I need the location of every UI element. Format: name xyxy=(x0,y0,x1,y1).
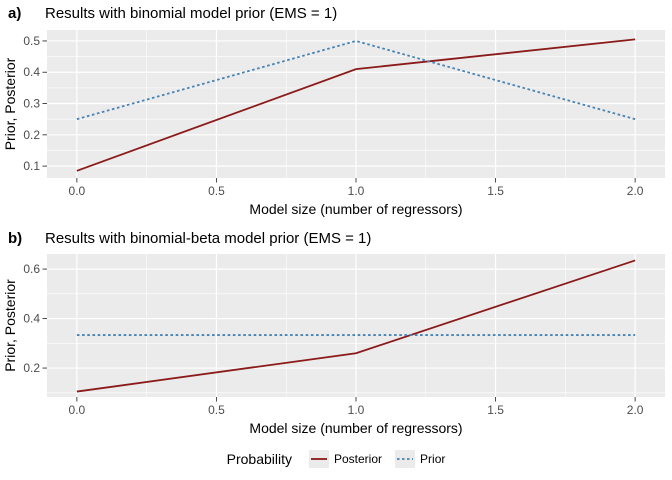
panel-b-tag: b) xyxy=(8,230,23,247)
panel-a-title-text: Results with binomial model prior (EMS =… xyxy=(45,5,338,22)
posterior-line xyxy=(76,38,636,172)
x-tick-label: 1.5 xyxy=(487,184,504,198)
y-tick-label: 0.2 xyxy=(23,361,40,375)
tick-labels: 0.0 0.5 1.0 1.5 2.0 0.1 0.2 0.3 0.4 0.5 xyxy=(23,34,643,198)
x-tick-label: 2.0 xyxy=(627,184,644,198)
legend-label-prior: Prior xyxy=(420,452,446,466)
legend-entry-posterior: Posterior xyxy=(309,450,382,468)
x-tick-label: 0.5 xyxy=(208,403,225,417)
panel-a-title: a) Results with binomial model prior (EM… xyxy=(8,5,337,22)
major-gridlines xyxy=(47,254,665,397)
tick-labels: 0.0 0.5 1.0 1.5 2.0 0.2 0.4 0.6 xyxy=(23,262,643,417)
prior-line-swatch xyxy=(395,450,416,468)
panel-a-plot: 0.0 0.5 1.0 1.5 2.0 0.1 0.2 0.3 0.4 0.5 Model size… xyxy=(2,30,665,217)
y-tick-label: 0.4 xyxy=(23,312,40,326)
y-tick-label: 0.5 xyxy=(23,34,40,48)
y-tick-label: 0.1 xyxy=(23,159,40,173)
x-axis-title: Model size (number of regressors) xyxy=(249,201,462,217)
x-tick-label: 0.0 xyxy=(69,184,86,198)
y-tick-label: 0.6 xyxy=(23,262,40,276)
legend: Probability Posterior Prior xyxy=(0,444,672,474)
y-tick-label: 0.3 xyxy=(23,97,40,111)
panel-a-tag: a) xyxy=(8,5,22,22)
panel-b-title: b) Results with binomial-beta model prio… xyxy=(8,230,371,247)
tick-marks xyxy=(42,40,636,183)
legend-label-posterior: Posterior xyxy=(334,452,383,466)
x-tick-label: 1.0 xyxy=(348,403,365,417)
y-tick-label: 0.2 xyxy=(23,128,40,142)
x-tick-label: 0.0 xyxy=(69,403,86,417)
panel-b-title-text: Results with binomial-beta model prior (… xyxy=(45,230,372,247)
x-tick-label: 2.0 xyxy=(627,403,644,417)
y-tick-label: 0.4 xyxy=(23,65,40,79)
tick-marks xyxy=(42,268,636,402)
x-tick-label: 1.0 xyxy=(348,184,365,198)
y-axis-title: Prior, Posterior xyxy=(2,57,18,150)
x-axis-title: Model size (number of regressors) xyxy=(249,420,462,436)
x-tick-label: 0.5 xyxy=(208,184,225,198)
y-axis-title: Prior, Posterior xyxy=(2,279,18,372)
panel-b-plot: 0.0 0.5 1.0 1.5 2.0 0.2 0.4 0.6 Model size (numb… xyxy=(2,254,665,436)
legend-title: Probability xyxy=(226,451,292,467)
posterior-line-swatch xyxy=(309,450,329,468)
posterior-line xyxy=(76,259,636,393)
legend-entry-prior: Prior xyxy=(395,450,445,468)
x-tick-label: 1.5 xyxy=(487,403,504,417)
